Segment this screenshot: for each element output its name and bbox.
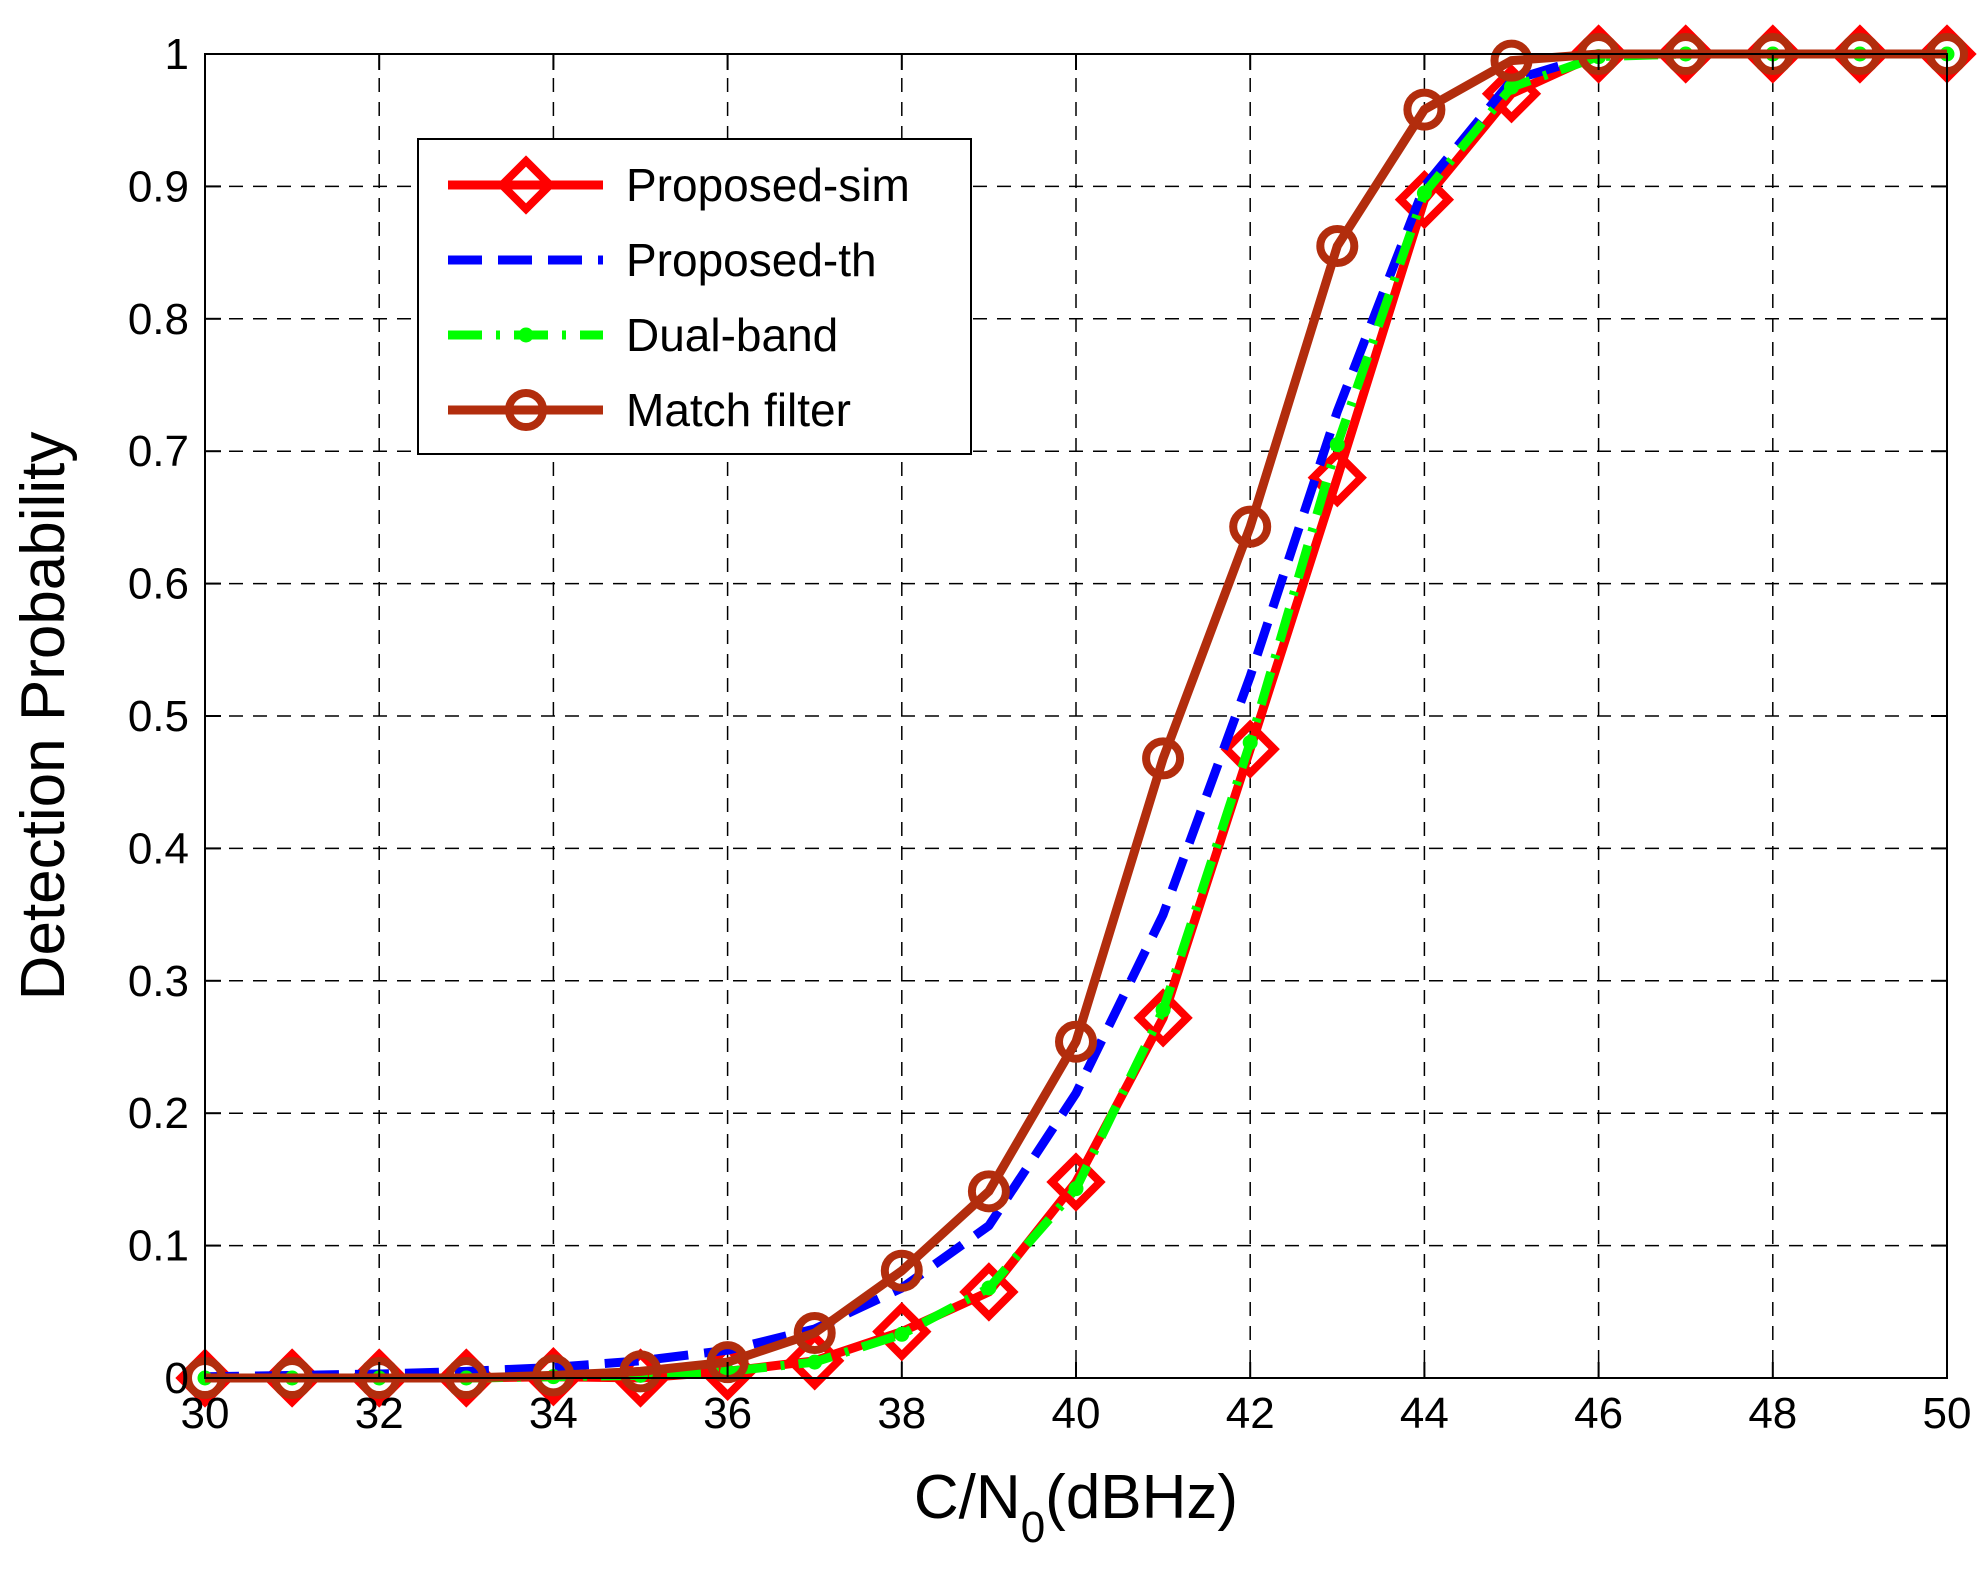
data-point <box>1155 1002 1171 1018</box>
data-point <box>880 1249 923 1292</box>
data-point <box>785 1331 845 1391</box>
legend-label: Dual-band <box>626 309 838 361</box>
data-point <box>619 1350 662 1393</box>
data-point <box>894 1326 910 1342</box>
y-tick-label: 0.3 <box>128 957 189 1006</box>
data-point <box>1242 734 1258 750</box>
legend: Proposed-sim Proposed-th Dual-band Match fi… <box>417 138 972 455</box>
data-point <box>1142 737 1185 780</box>
data-point <box>807 1354 823 1370</box>
legend-label: Match filter <box>626 384 851 436</box>
data-point <box>959 1262 1019 1322</box>
x-tick-label: 50 <box>1923 1389 1972 1438</box>
data-point <box>981 1280 997 1296</box>
legend-label: Proposed-sim <box>626 159 910 211</box>
data-point <box>706 1341 749 1384</box>
y-tick-label: 1 <box>165 30 189 79</box>
legend-entry: Dual-band <box>448 309 838 361</box>
x-axis-title-main: C/N <box>914 1463 1021 1532</box>
y-tick-label: 0.8 <box>128 295 189 344</box>
legend-entry: Proposed-th <box>448 234 877 286</box>
legend-swatch-marker <box>505 389 547 431</box>
data-point <box>1316 224 1359 267</box>
x-tick-label: 30 <box>181 1389 230 1438</box>
data-point <box>1220 719 1280 779</box>
x-tick-label: 34 <box>529 1389 578 1438</box>
data-point <box>1394 169 1455 230</box>
data-point <box>532 1354 575 1397</box>
y-tick-label: 0.7 <box>128 427 189 476</box>
data-point <box>1416 185 1432 201</box>
x-axis-title-suffix: (dBHz) <box>1045 1463 1238 1532</box>
y-tick-label: 0.5 <box>128 692 189 741</box>
data-point <box>1490 39 1533 82</box>
legend-entry: Match filter <box>448 384 851 436</box>
legend-entry: Proposed-sim <box>448 155 910 215</box>
x-axis-title: C/N0(dBHz) <box>914 1463 1238 1552</box>
x-tick-label: 44 <box>1400 1389 1449 1438</box>
data-point <box>872 1302 932 1362</box>
y-tick-label: 0 <box>165 1354 189 1403</box>
y-tick-label: 0.4 <box>128 824 189 873</box>
y-tick-label: 0.1 <box>128 1222 189 1271</box>
legend-swatch-marker <box>496 155 556 215</box>
y-tick-label: 0.9 <box>128 162 189 211</box>
data-point <box>1229 505 1272 548</box>
data-point <box>793 1311 836 1354</box>
y-tick-label: 0.2 <box>128 1089 189 1138</box>
axis-ticks: 30 32 34 36 38 40 42 44 46 48 50 0 0.1 0.2 0.3 0.4 0.5 0.… <box>128 30 1972 1438</box>
legend-label: Proposed-th <box>626 234 877 286</box>
data-point <box>1046 1152 1106 1212</box>
x-tick-label: 42 <box>1226 1389 1275 1438</box>
y-tick-label: 0.6 <box>128 560 189 609</box>
legend-swatch-marker <box>518 327 534 343</box>
data-point <box>1068 1181 1084 1197</box>
data-point <box>1307 448 1367 508</box>
data-point <box>1329 437 1345 453</box>
data-point <box>1133 988 1193 1048</box>
x-tick-label: 32 <box>355 1389 404 1438</box>
x-tick-label: 38 <box>877 1389 926 1438</box>
data-point <box>967 1170 1010 1213</box>
data-point <box>1504 79 1519 95</box>
x-tick-label: 48 <box>1748 1389 1797 1438</box>
x-tick-label: 46 <box>1574 1389 1623 1438</box>
x-tick-label: 40 <box>1052 1389 1101 1438</box>
data-point <box>1055 1020 1097 1063</box>
y-axis-title: Detection Probability <box>9 432 78 1001</box>
data-point <box>1403 88 1446 131</box>
x-axis-title-subscript: 0 <box>1021 1503 1045 1552</box>
x-tick-label: 36 <box>703 1389 752 1438</box>
